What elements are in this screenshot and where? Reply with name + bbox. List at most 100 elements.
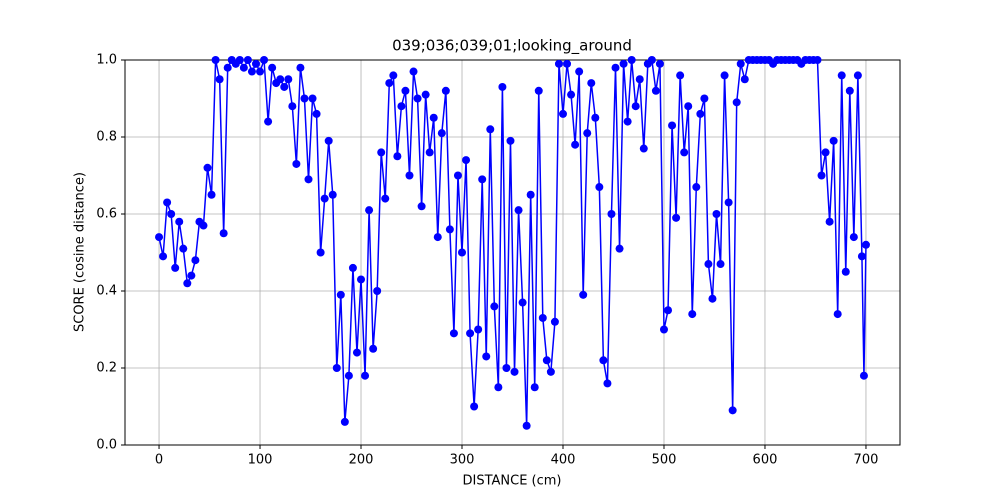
data-point bbox=[357, 275, 366, 284]
data-point bbox=[732, 98, 741, 107]
data-point bbox=[215, 75, 224, 84]
data-point bbox=[413, 94, 422, 103]
data-point bbox=[558, 109, 567, 118]
data-point bbox=[437, 129, 446, 138]
data-point bbox=[352, 348, 361, 357]
data-point bbox=[308, 94, 317, 103]
data-point bbox=[538, 313, 547, 322]
data-point bbox=[453, 171, 462, 180]
data-point bbox=[288, 102, 297, 111]
data-point bbox=[700, 94, 709, 103]
data-point bbox=[183, 279, 192, 288]
x-tick-label: 0 bbox=[155, 453, 163, 468]
data-point bbox=[389, 71, 398, 80]
data-point bbox=[429, 113, 438, 122]
data-point bbox=[542, 356, 551, 365]
data-point bbox=[159, 252, 168, 261]
data-point bbox=[300, 94, 309, 103]
data-point bbox=[433, 233, 442, 242]
data-point bbox=[603, 379, 612, 388]
data-point bbox=[332, 364, 341, 372]
data-point bbox=[163, 198, 172, 207]
data-point bbox=[514, 206, 523, 215]
data-point bbox=[579, 290, 588, 299]
data-point bbox=[292, 159, 301, 168]
data-point bbox=[211, 56, 220, 64]
data-point bbox=[688, 310, 697, 319]
data-point bbox=[696, 109, 705, 118]
data-point bbox=[260, 56, 269, 64]
data-point bbox=[401, 86, 410, 95]
x-tick-label: 100 bbox=[248, 453, 273, 468]
data-point bbox=[647, 56, 656, 64]
data-point bbox=[239, 63, 248, 72]
data-point bbox=[684, 102, 693, 111]
data-point bbox=[361, 371, 370, 380]
data-point bbox=[256, 67, 265, 76]
data-point bbox=[639, 144, 648, 153]
x-tick-label: 500 bbox=[652, 453, 677, 468]
data-point bbox=[821, 148, 830, 157]
y-axis-label: SCORE (cosine distance) bbox=[73, 172, 88, 332]
data-point bbox=[740, 75, 749, 84]
data-point bbox=[599, 356, 608, 365]
data-point bbox=[482, 352, 491, 361]
data-point bbox=[203, 163, 212, 172]
data-point bbox=[720, 71, 729, 80]
data-point bbox=[619, 59, 628, 68]
data-point bbox=[631, 102, 640, 111]
data-point bbox=[817, 171, 826, 180]
data-point bbox=[385, 79, 394, 88]
data-point bbox=[235, 56, 244, 64]
data-point bbox=[676, 71, 685, 80]
data-point bbox=[502, 364, 511, 372]
data-point bbox=[853, 71, 862, 80]
data-point bbox=[462, 156, 471, 165]
data-point bbox=[704, 260, 713, 269]
data-point bbox=[316, 248, 325, 257]
data-point bbox=[546, 367, 555, 376]
data-point bbox=[280, 82, 289, 91]
data-point bbox=[571, 140, 580, 149]
data-point bbox=[223, 63, 232, 72]
data-point bbox=[526, 190, 535, 199]
y-tick-label: 0.8 bbox=[96, 130, 117, 145]
data-point bbox=[365, 206, 374, 215]
data-point bbox=[587, 79, 596, 88]
data-point bbox=[377, 148, 386, 157]
x-axis-label: DISTANCE (cm) bbox=[462, 474, 561, 489]
data-point bbox=[575, 67, 584, 76]
data-point bbox=[284, 75, 293, 84]
data-point bbox=[328, 190, 337, 199]
data-point bbox=[837, 71, 846, 80]
data-point bbox=[393, 152, 402, 161]
data-point bbox=[247, 67, 256, 76]
data-point bbox=[591, 113, 600, 122]
data-point bbox=[498, 82, 507, 91]
data-point bbox=[474, 325, 483, 334]
data-point bbox=[563, 59, 572, 68]
data-point bbox=[466, 329, 475, 338]
data-point bbox=[441, 86, 450, 95]
data-point bbox=[813, 56, 822, 64]
data-point bbox=[522, 421, 531, 430]
data-point bbox=[199, 221, 208, 230]
data-point bbox=[659, 325, 668, 334]
data-point bbox=[506, 136, 515, 145]
data-point bbox=[348, 263, 357, 272]
data-point bbox=[175, 217, 184, 226]
y-tick-label: 0.2 bbox=[96, 361, 117, 376]
data-point bbox=[264, 117, 273, 126]
data-point bbox=[251, 59, 260, 68]
data-point bbox=[607, 210, 616, 218]
data-point bbox=[320, 194, 329, 203]
data-point bbox=[728, 406, 737, 415]
data-point bbox=[518, 298, 527, 307]
data-point bbox=[583, 129, 592, 138]
data-point bbox=[458, 248, 467, 257]
y-tick-label: 0.6 bbox=[96, 207, 117, 222]
data-point bbox=[187, 271, 196, 280]
data-point bbox=[510, 367, 519, 376]
plot-frame bbox=[124, 59, 901, 446]
data-point bbox=[857, 252, 866, 261]
